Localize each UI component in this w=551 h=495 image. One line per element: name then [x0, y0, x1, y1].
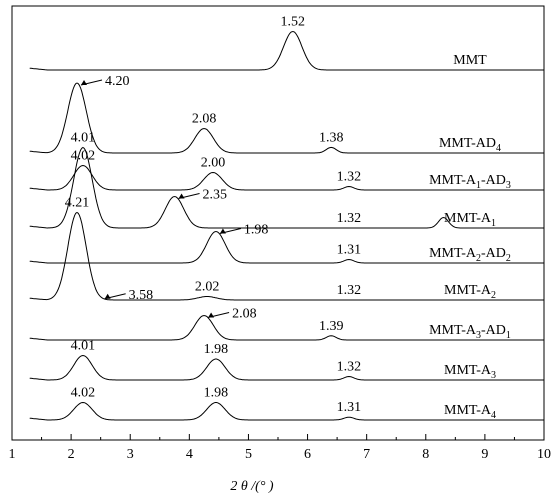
x-tick-label: 7	[363, 447, 370, 462]
x-tick-label: 8	[422, 447, 429, 462]
series-line	[29, 146, 544, 229]
peak-annotation: 4.01	[71, 339, 96, 354]
series-line	[29, 315, 544, 341]
peak-annotation: 3.58	[129, 288, 154, 303]
peak-annotation: 1.31	[337, 243, 362, 258]
peak-annotation: 1.32	[337, 360, 362, 375]
series-label: MMT-A4	[444, 403, 496, 421]
series-label: MMT-A2	[444, 283, 496, 301]
peak-annotation: 1.31	[337, 400, 362, 415]
x-tick-label: 1	[9, 447, 16, 462]
x-tick-label: 6	[304, 447, 311, 462]
peak-annotation: 1.32	[337, 211, 362, 226]
annotation-arrowhead	[219, 228, 226, 234]
series-label: MMT-AD4	[439, 136, 501, 154]
series-line	[29, 354, 544, 381]
x-tick-label: 5	[245, 447, 252, 462]
series-line	[29, 231, 544, 264]
annotation-arrowhead	[208, 312, 215, 318]
x-ticks-group: 1 2 3 4 5 6 7 8 9 10	[9, 434, 551, 462]
peak-annotation: 4.02	[71, 386, 96, 401]
peak-annotation: 1.98	[244, 223, 269, 238]
peak-annotation: 2.08	[232, 307, 257, 322]
series-label: MMT-A1-AD3	[429, 173, 511, 191]
peak-annotation: 1.38	[319, 130, 344, 145]
x-tick-label: 3	[127, 447, 134, 462]
series-label: MMT	[453, 53, 487, 68]
annotations-group: MMT 1.52 MMT-AD4 4.20 2.08 1.38 MMT-A1-AD3 4.02…	[65, 15, 511, 422]
series-line	[29, 82, 544, 154]
peak-annotation: 4.21	[65, 196, 90, 211]
series-line	[29, 164, 544, 191]
peak-annotation: 1.98	[204, 342, 229, 357]
series-line	[29, 401, 544, 421]
peak-annotation: 1.52	[281, 15, 306, 30]
peak-annotation: 2.00	[201, 156, 226, 171]
peak-annotation: 1.32	[337, 170, 362, 185]
peak-annotation: 4.20	[105, 74, 129, 89]
x-tick-label: 4	[186, 447, 193, 462]
series-label: MMT-A3-AD1	[429, 323, 511, 341]
traces-group	[29, 31, 544, 421]
peak-annotation: 2.08	[192, 112, 217, 127]
x-axis-label: 2 θ /(° )	[230, 479, 274, 494]
peak-annotation: 2.35	[203, 188, 228, 203]
series-label: MMT-A2-AD2	[429, 246, 511, 264]
annotation-arrowhead	[81, 80, 88, 85]
peak-annotation: 1.98	[204, 386, 229, 401]
peak-annotation: 1.32	[337, 283, 362, 298]
peak-annotation: 4.01	[71, 131, 96, 146]
series-line	[29, 31, 544, 71]
series-label: MMT-A3	[444, 363, 496, 381]
series-label: MMT-A1	[444, 211, 496, 229]
x-tick-label: 10	[537, 447, 551, 462]
peak-annotation: 1.39	[319, 319, 344, 334]
peak-annotation: 2.02	[195, 280, 220, 295]
annotation-arrowhead	[104, 293, 111, 299]
series-line	[29, 211, 544, 301]
x-tick-label: 9	[481, 447, 488, 462]
x-tick-label: 2	[68, 447, 75, 462]
peak-annotation: 4.02	[71, 149, 96, 164]
annotation-arrowhead	[178, 193, 185, 199]
